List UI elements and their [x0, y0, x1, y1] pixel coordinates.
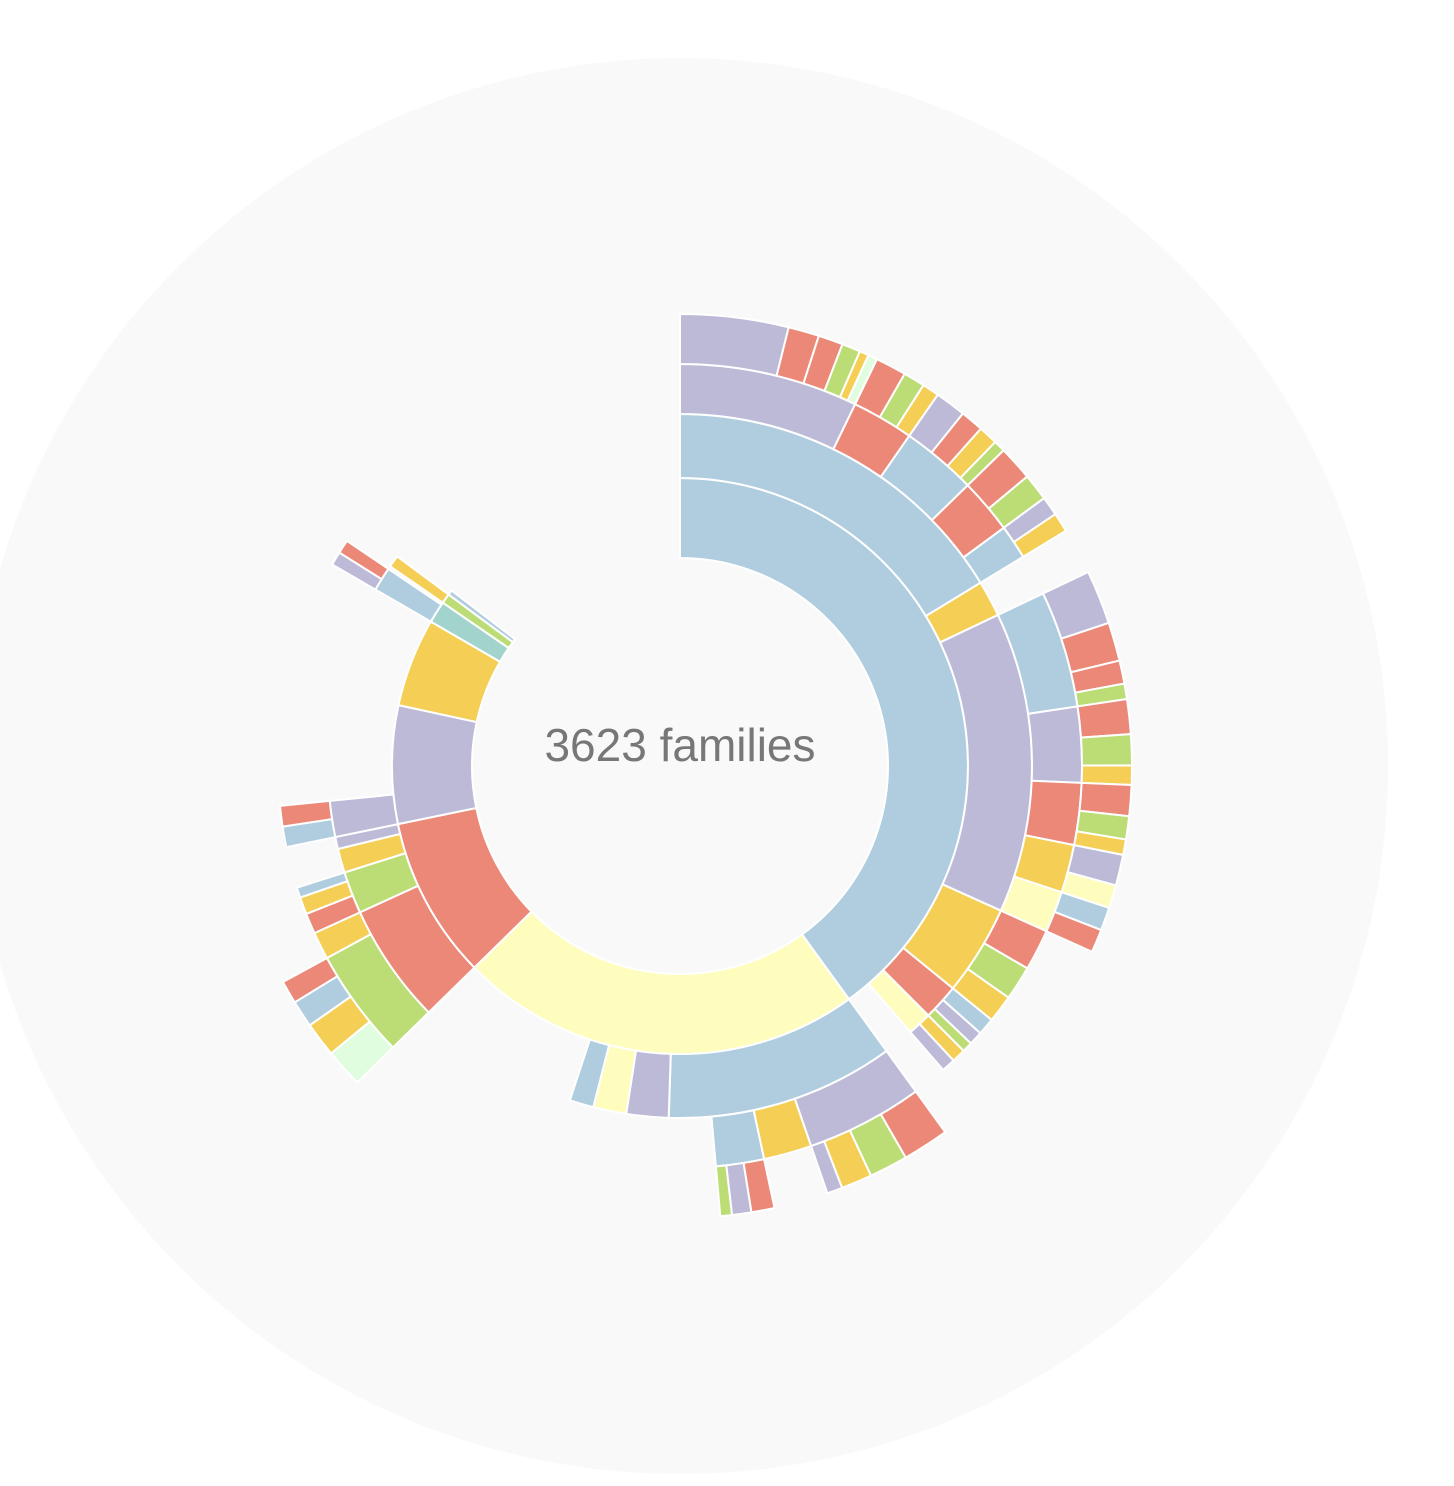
- sunburst-segment-root-group-2-group-2-4[interactable]: [568, 1038, 611, 1109]
- sunburst-segment-root-group-1-group-1-3-group-1-3-3[interactable]: [1023, 779, 1083, 847]
- sunburst-segment-root-group-1-group-1-3-group-1-3-2-a[interactable]: [1076, 697, 1132, 739]
- sunburst-segment-root-group-1-group-1-3-group-1-3-2[interactable]: [1026, 705, 1083, 784]
- sunburst-segment-root-group-1-group-1-3-group-1-3-2-c[interactable]: [1080, 764, 1134, 787]
- chart-background: [0, 58, 1388, 1474]
- center-label: 3623 families: [544, 719, 816, 771]
- sunburst-segment-root-group-6-group-6-1-b[interactable]: [337, 539, 390, 581]
- sunburst-segment-root-group-2-group-2-1-group-2-1-3-c[interactable]: [714, 1164, 734, 1218]
- sunburst-segment-root-group-4-group-4-1-b[interactable]: [278, 799, 334, 828]
- sunburst-segment-root-group-1-group-1-3-group-1-3-2-b[interactable]: [1079, 733, 1134, 767]
- sunburst-segment-root-group-1-group-1-1-group-1-1-5-b[interactable]: [1012, 512, 1068, 559]
- sunburst-segment-root-group-1-group-1-6-b[interactable]: [909, 1022, 955, 1072]
- sunburst-arcs: [278, 312, 1134, 1218]
- sunburst-segment-root-group-2-group-2-1-group-2-1-3[interactable]: [710, 1109, 766, 1168]
- sunburst-segment-root-group-8[interactable]: [447, 589, 517, 644]
- sunburst-segment-root-group-4[interactable]: [391, 703, 478, 826]
